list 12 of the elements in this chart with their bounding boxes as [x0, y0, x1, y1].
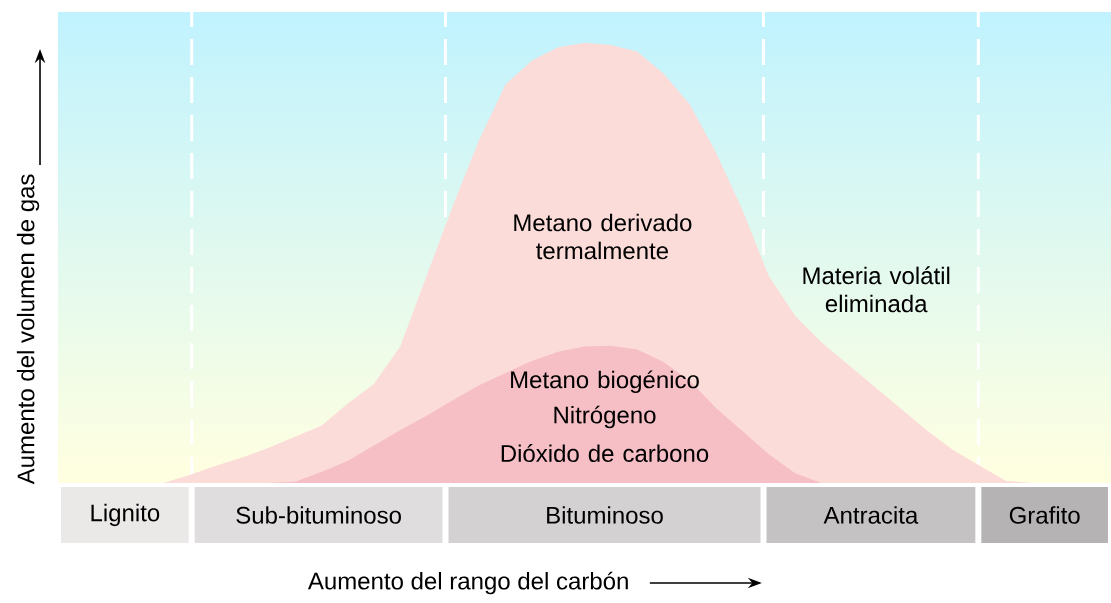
text: Bituminoso [547, 506, 663, 524]
annotation: Metano derivado termalmente [514, 213, 692, 260]
y-axis-title: Aumento del volumen de gas [16, 174, 40, 485]
text: Antracita [823, 506, 919, 524]
annotation: Nitrógeno [554, 405, 656, 429]
text: Sub-bituminoso [236, 506, 401, 524]
text: Lignito [91, 503, 160, 527]
annotation: Materia volátil eliminada [803, 266, 950, 313]
annotation: Dióxido de carbono [501, 444, 709, 462]
text: Grafito [1009, 506, 1080, 524]
annotation: Metano biogénico [511, 370, 699, 394]
x-axis-title: Aumento del rango del carbón [307, 571, 628, 595]
